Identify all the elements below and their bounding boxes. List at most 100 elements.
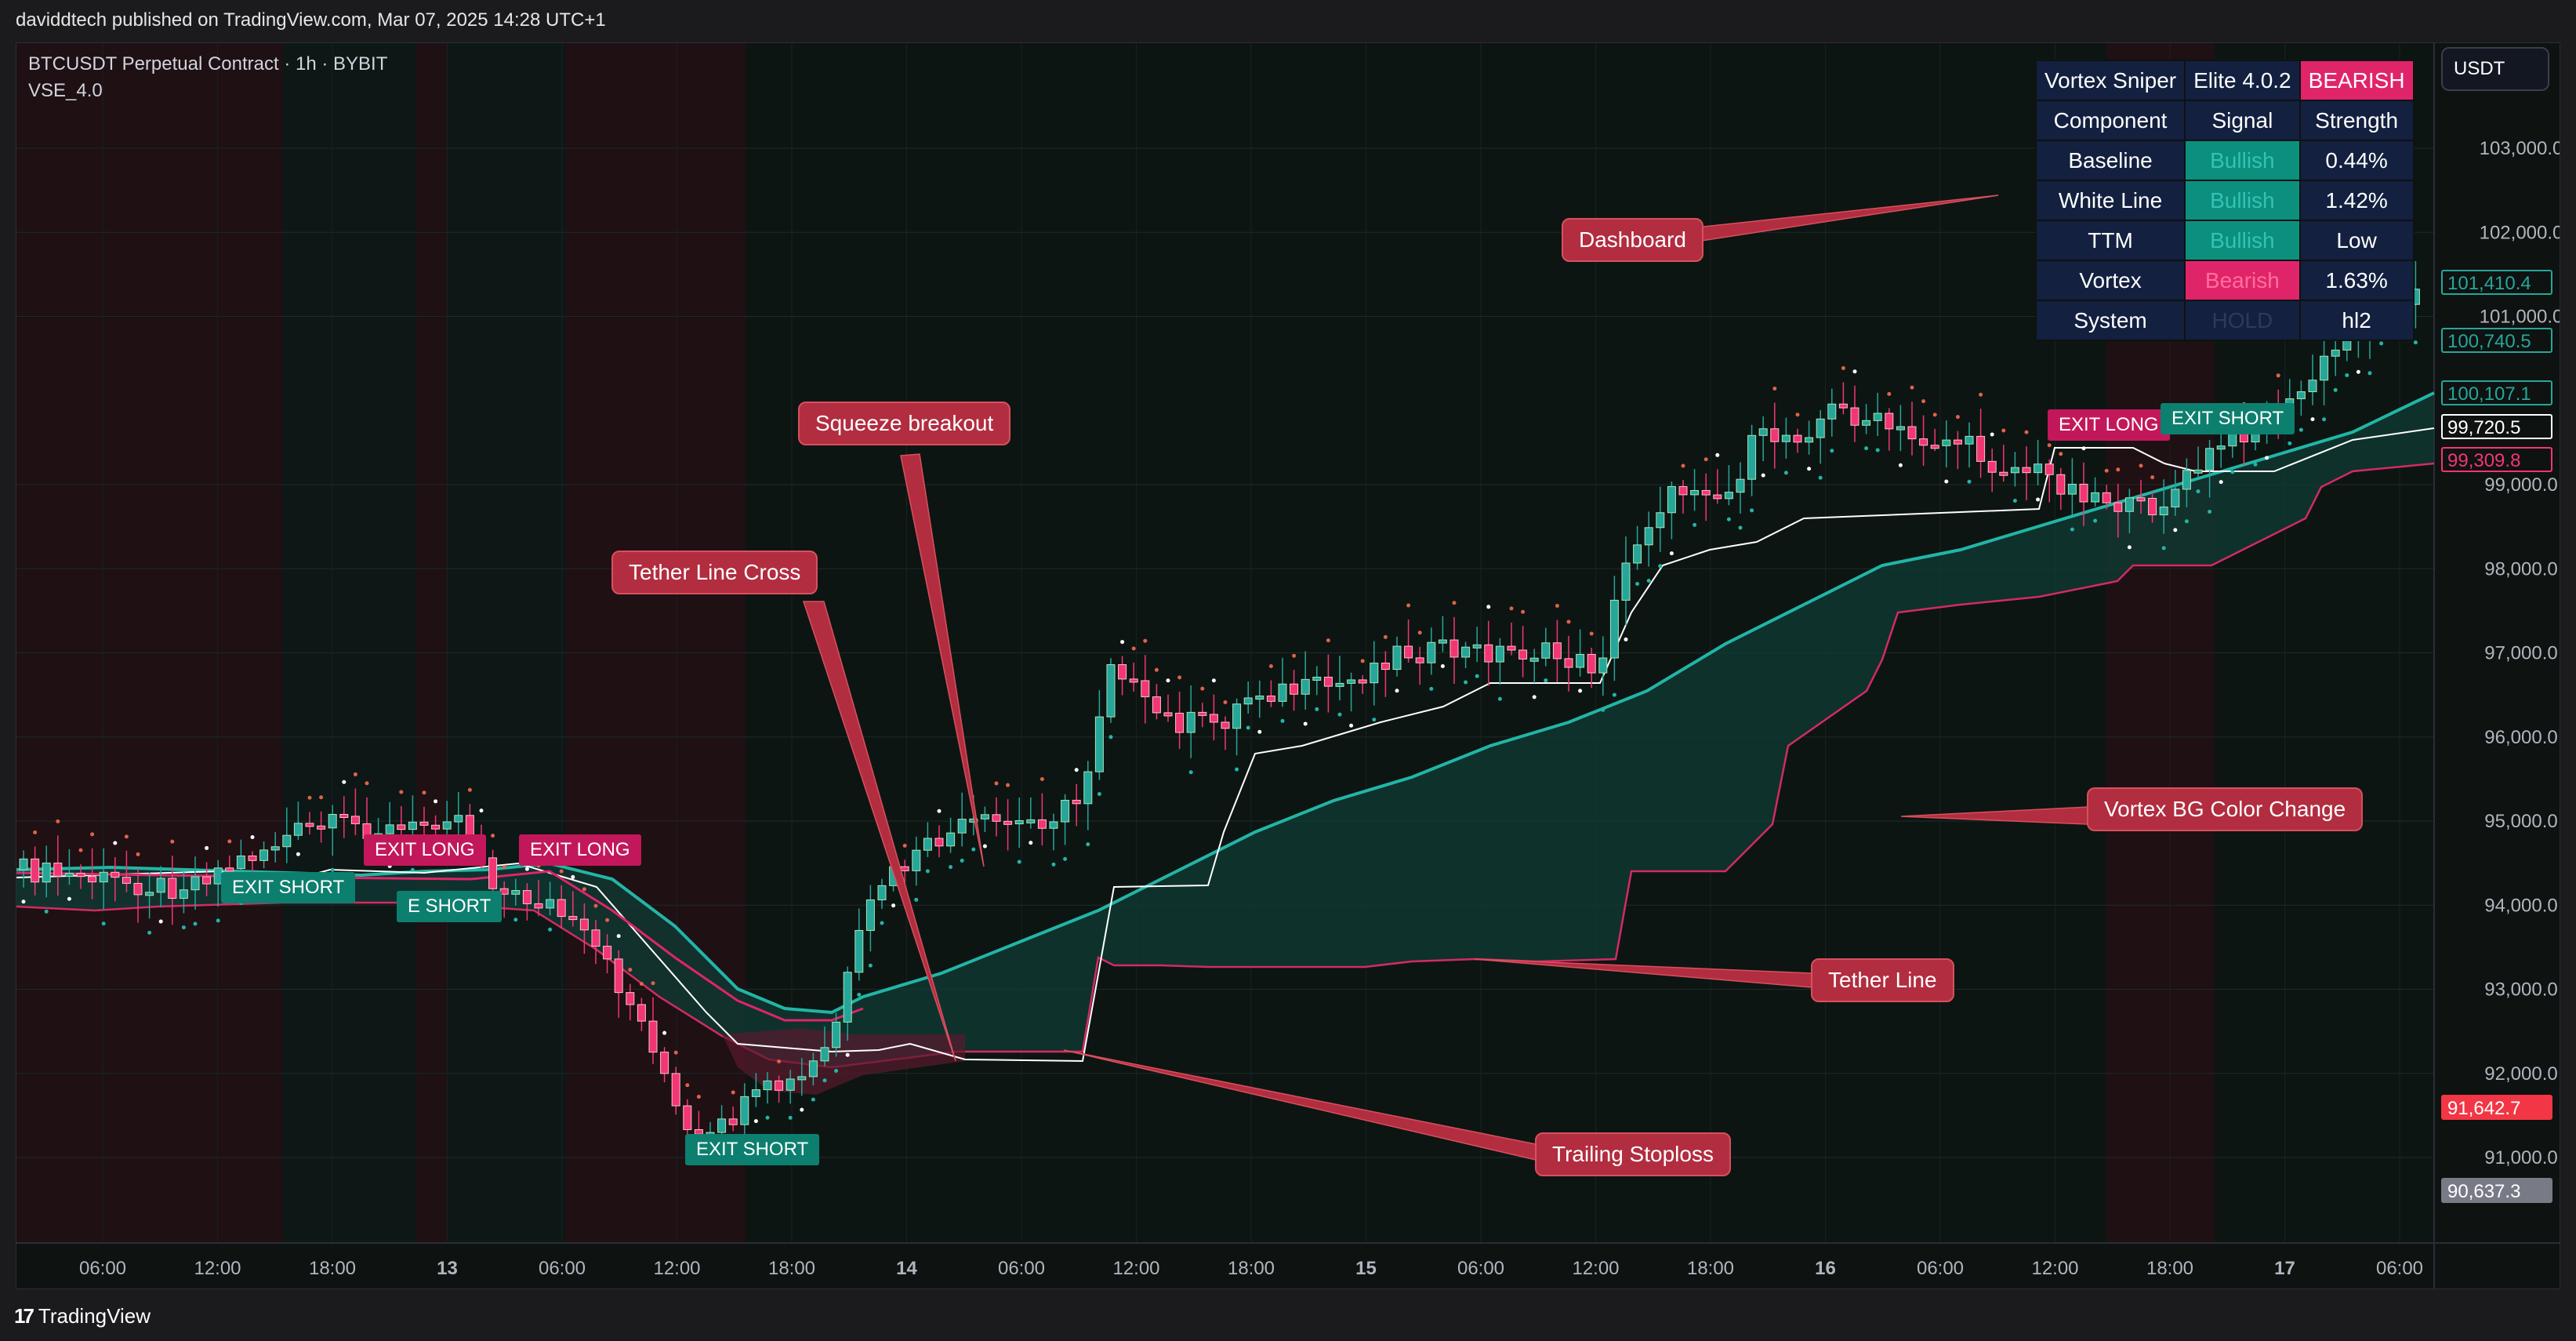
signal-dot	[753, 1119, 758, 1124]
candle-body	[1633, 544, 1642, 564]
signal-dot	[548, 927, 553, 932]
signal-dot	[1029, 841, 1033, 845]
candle-body	[1758, 428, 1768, 436]
candle-body	[900, 866, 909, 871]
candle-body	[2079, 483, 2088, 503]
candle-body	[1529, 657, 1539, 662]
signal-dot	[1875, 448, 1880, 452]
candle-body	[568, 916, 578, 921]
candle-body	[19, 858, 28, 870]
signal-dot	[491, 834, 495, 838]
candle-body	[1896, 426, 1905, 431]
signal-dot	[502, 865, 506, 870]
signal-dot	[1967, 479, 1972, 484]
candle-body	[1862, 420, 1871, 426]
price-axis-label: 100,740.5	[2441, 328, 2552, 353]
candle-body	[683, 1105, 692, 1130]
candle-body	[293, 823, 303, 836]
signal-dot	[2230, 470, 2235, 474]
candle-body	[1736, 478, 1745, 493]
signal-dot	[1726, 517, 1731, 522]
candle-body	[248, 855, 257, 861]
candle-body	[1312, 676, 1322, 681]
signal-dot	[1154, 667, 1159, 672]
signal-dot	[2322, 417, 2327, 422]
y-axis-label: 93,000.0	[2484, 979, 2557, 1001]
indicator-title[interactable]: VSE_4.0	[28, 80, 103, 101]
signal-dot	[800, 1107, 804, 1112]
signal-dot	[250, 834, 255, 839]
signal-dot	[90, 832, 95, 837]
symbol-title[interactable]: BTCUSDT Perpetual Contract · 1h · BYBIT	[28, 53, 388, 74]
candle-body	[603, 946, 612, 960]
candle-body	[488, 857, 498, 889]
candle-body	[1552, 642, 1562, 660]
currency-button[interactable]: USDT	[2441, 47, 2549, 91]
y-axis-label: 98,000.0	[2484, 558, 2557, 580]
signal-dot	[44, 909, 49, 914]
price-chart[interactable]: 103,000.0 102,000.0 101,000.0 99,000.0 98,00…	[16, 43, 2560, 1289]
signal-dot	[571, 874, 575, 879]
signal-dot	[1452, 601, 1457, 605]
header-signal: Signal	[2186, 101, 2299, 140]
candle-body	[2136, 497, 2146, 502]
candle-body	[820, 1047, 829, 1062]
signal-dot	[2139, 463, 2143, 468]
signal-dot	[1761, 473, 1765, 478]
exit-short-signal: E SHORT	[397, 891, 503, 922]
signal-dot	[1807, 467, 1812, 471]
candle-body	[579, 918, 589, 931]
candle-body	[522, 890, 532, 904]
signal-dot	[136, 852, 140, 856]
row-strength: hl2	[2300, 301, 2413, 340]
candle-body	[775, 1080, 784, 1091]
candle-body	[1323, 676, 1333, 687]
candle-body	[1037, 819, 1047, 829]
signal-dot	[1235, 767, 1239, 772]
candle-body	[854, 929, 864, 973]
price-axis-label: 99,309.8	[2441, 447, 2552, 472]
y-axis-label: 94,000.0	[2484, 895, 2557, 916]
signal-dot	[1783, 471, 1788, 475]
signal-dot	[1635, 581, 1640, 586]
x-axis-label: 18:00	[768, 1258, 815, 1279]
row-signal: Bullish	[2186, 181, 2299, 220]
candle-body	[1061, 799, 1070, 823]
row-signal: Bullish	[2186, 141, 2299, 180]
signal-dot	[857, 992, 862, 997]
price-axis-label: 101,410.4	[2441, 270, 2552, 295]
y-axis-label: 91,000.0	[2484, 1147, 2557, 1168]
candle-body	[2148, 497, 2157, 516]
dashboard-title: Vortex Sniper	[2037, 61, 2185, 100]
candle-body	[1026, 819, 1036, 823]
signal-dot	[2196, 489, 2200, 494]
signal-dot	[834, 1068, 839, 1073]
candle-body	[1266, 696, 1275, 702]
vortex-background-band	[16, 43, 283, 1243]
candle-body	[1965, 435, 1974, 445]
signal-dot	[1841, 365, 1845, 370]
signal-dot	[1646, 579, 1651, 583]
row-name: TTM	[2037, 221, 2185, 260]
candle-body	[88, 876, 97, 883]
x-axis-label: 17	[2274, 1258, 2295, 1279]
signal-dot	[1349, 723, 1354, 728]
signal-dot	[1475, 674, 1479, 678]
signal-dot	[2093, 518, 2098, 523]
candle-body	[877, 885, 887, 901]
callout-pointer	[900, 453, 985, 867]
signal-dot	[319, 795, 324, 800]
candle-body	[626, 992, 635, 1005]
candle-body	[2113, 502, 2123, 512]
signal-dot	[1383, 634, 1388, 639]
signal-dot	[845, 1052, 850, 1057]
signal-dot	[1108, 735, 1113, 740]
signal-dot	[2265, 456, 2269, 460]
footer-bar	[0, 1289, 2576, 1341]
candle-body	[1827, 403, 1837, 420]
x-axis-label: 06:00	[79, 1258, 126, 1279]
candle-body	[1953, 439, 1962, 445]
candle-body	[1209, 714, 1218, 723]
tradingview-logo[interactable]: 17 TradingView	[14, 1304, 151, 1328]
signal-dot	[1395, 689, 1399, 693]
